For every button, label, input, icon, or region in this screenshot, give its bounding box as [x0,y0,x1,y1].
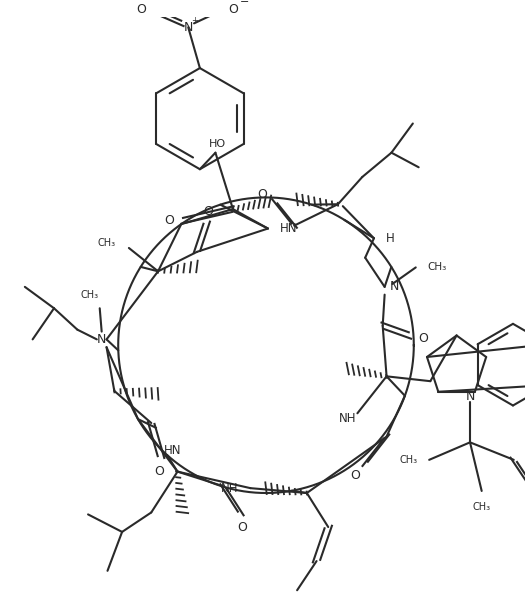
Text: O: O [228,3,238,16]
Text: N: N [389,280,399,294]
Text: HN: HN [164,444,181,456]
Text: N: N [97,333,106,346]
Text: O: O [154,465,164,478]
Text: CH₃: CH₃ [97,238,115,248]
Text: O: O [137,3,146,16]
Text: N: N [466,390,475,403]
Text: CH₃: CH₃ [427,262,447,273]
Text: −: − [240,0,250,7]
Text: O: O [257,188,267,201]
Text: CH₃: CH₃ [400,455,418,465]
Text: O: O [419,332,428,345]
Text: CH₃: CH₃ [81,290,99,300]
Text: HN: HN [280,222,297,235]
Text: NH: NH [221,482,239,495]
Text: N: N [184,21,193,34]
Text: NH: NH [339,412,356,425]
Text: O: O [164,214,174,227]
Text: CH₃: CH₃ [472,501,491,512]
Text: O: O [204,204,213,217]
Text: O: O [238,521,247,534]
Text: HO: HO [209,139,226,149]
Text: H: H [386,232,394,245]
Text: +: + [192,16,198,25]
Text: O: O [351,469,360,482]
